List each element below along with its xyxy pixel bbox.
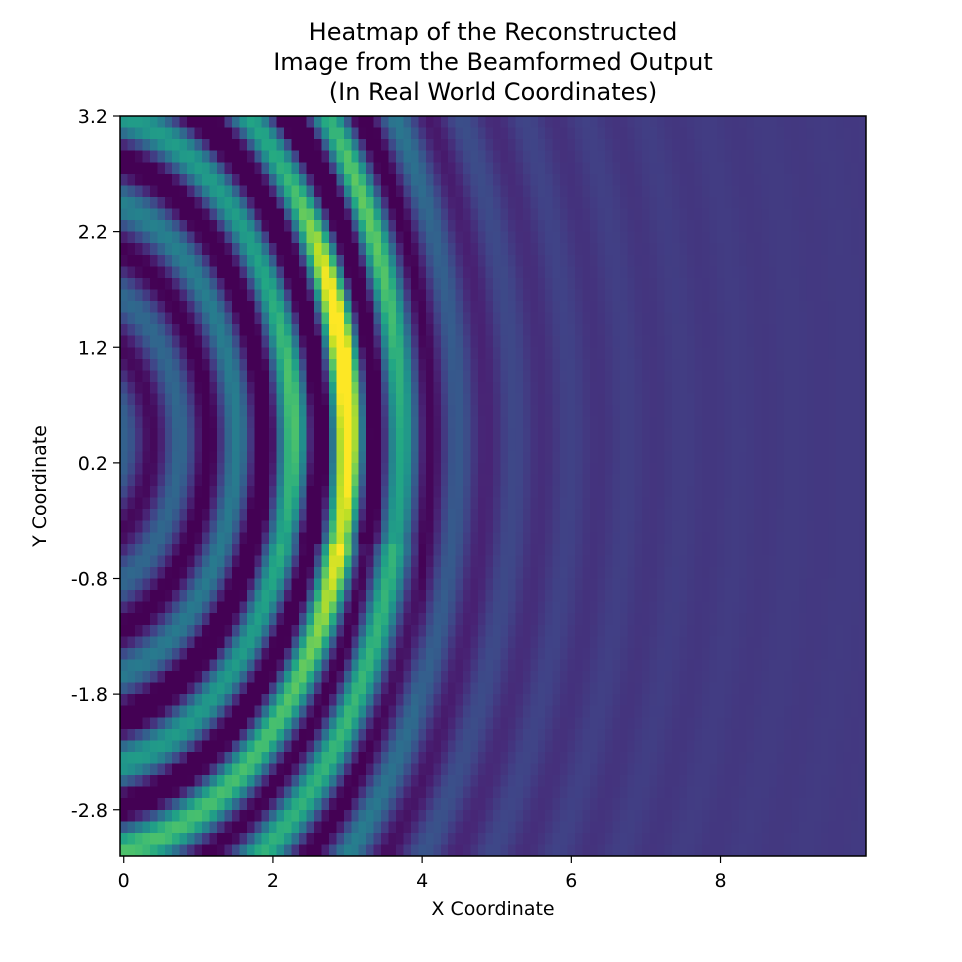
y-tick-label: -0.8 [71,569,108,591]
plot-frame [119,115,867,857]
x-tick-label: 6 [565,870,577,892]
x-axis-ticks: 0 2 4 6 8 [118,856,727,892]
y-tick-label: 2.2 [78,222,108,244]
x-tick-label: 0 [118,870,130,892]
x-axis-label: X Coordinate [431,898,555,920]
y-axis-ticks: 3.2 2.2 1.2 0.2 -0.8 -1.8 -2.8 [71,106,120,822]
heatmap-image [120,116,866,856]
y-tick-label: -2.8 [71,800,108,822]
chart-title-line-2: Image from the Beamformed Output [273,48,713,76]
y-tick-label: -1.8 [71,684,108,706]
chart-title-line-1: Heatmap of the Reconstructed [308,18,678,46]
y-tick-label: 3.2 [78,106,108,128]
y-tick-label: 0.2 [78,453,108,475]
x-tick-label: 2 [267,870,279,892]
x-tick-label: 4 [416,870,428,892]
chart-title-line-3: (In Real World Coordinates) [328,78,658,106]
x-tick-label: 8 [714,870,726,892]
y-tick-label: 1.2 [78,337,108,359]
y-axis-label: Y Coordinate [29,425,51,547]
